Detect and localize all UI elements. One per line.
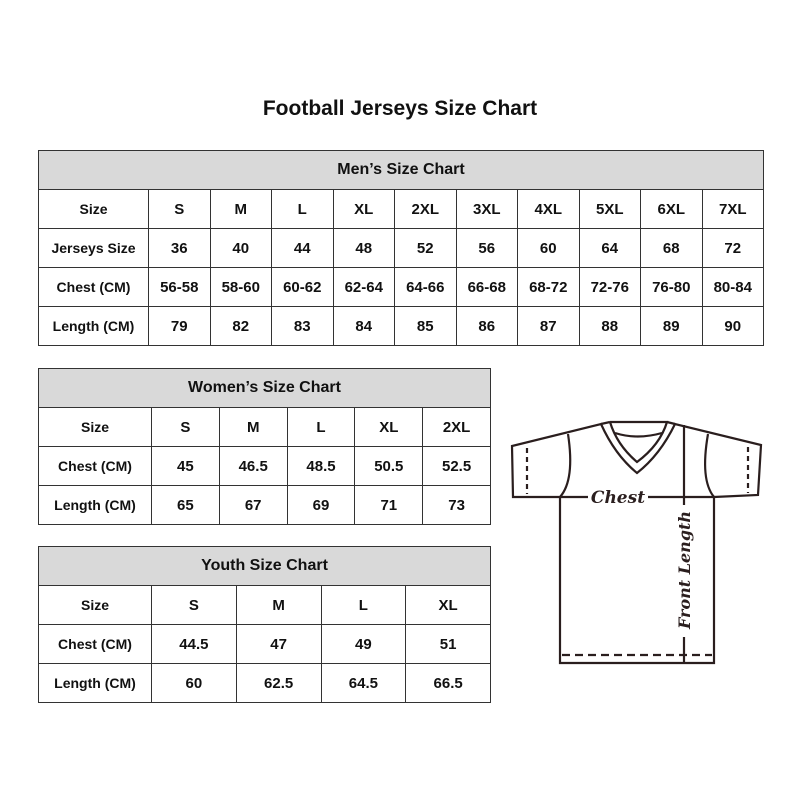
row-label: Size (38, 189, 149, 229)
table-cell: 69 (286, 485, 356, 525)
table-cell: 83 (271, 306, 334, 346)
table-cell: 48 (332, 228, 395, 268)
table-cell: 62-64 (332, 267, 395, 307)
size-header-cell: XL (332, 189, 395, 229)
table-cell: 46.5 (218, 446, 288, 486)
table-cell: 52.5 (422, 446, 491, 486)
row-label: Size (38, 407, 152, 447)
chest-label: Chest (591, 488, 645, 508)
size-header-cell: 2XL (394, 189, 457, 229)
table-cell: 52 (394, 228, 457, 268)
row-label: Chest (CM) (38, 624, 152, 664)
table-cell: 79 (148, 306, 211, 346)
table-cell: 51 (405, 624, 491, 664)
size-header-cell: S (148, 189, 211, 229)
table-cell: 44 (271, 228, 334, 268)
row-label: Length (CM) (38, 485, 152, 525)
table-row: Length (CM) 65 67 69 71 73 (38, 485, 491, 525)
table-cell: 60 (151, 663, 237, 703)
table-cell: 60 (517, 228, 580, 268)
table-cell: 67 (218, 485, 288, 525)
table-cell: 66-68 (455, 267, 518, 307)
table-cell: 72 (701, 228, 764, 268)
table-cell: 60-62 (271, 267, 334, 307)
table-cell: 64-66 (394, 267, 457, 307)
size-header-cell: 5XL (578, 189, 641, 229)
table-cell: 56-58 (148, 267, 211, 307)
size-header-cell: M (209, 189, 272, 229)
table-cell: 76-80 (640, 267, 703, 307)
table-row: Chest (CM) 45 46.5 48.5 50.5 52.5 (38, 446, 491, 486)
men-table-caption: Men’s Size Chart (38, 150, 764, 190)
table-cell: 80-84 (701, 267, 764, 307)
table-cell: 66.5 (405, 663, 491, 703)
table-cell: 48.5 (286, 446, 356, 486)
row-label: Chest (CM) (38, 446, 152, 486)
table-row: Chest (CM) 56-58 58-60 60-62 62-64 64-66 66-68… (38, 267, 764, 307)
table-cell: 72-76 (578, 267, 641, 307)
table-cell: 68-72 (517, 267, 580, 307)
table-row: Size S M L XL (38, 585, 491, 625)
table-cell: 62.5 (235, 663, 322, 703)
youth-size-table: Youth Size Chart Size S M L XL Chest (CM) 44.5 4… (38, 546, 491, 703)
table-cell: 73 (422, 485, 491, 525)
table-cell: 84 (332, 306, 395, 346)
size-header-cell: L (271, 189, 334, 229)
table-cell: 64 (578, 228, 641, 268)
size-header-cell: S (151, 585, 237, 625)
row-label: Chest (CM) (38, 267, 149, 307)
table-row: Jerseys Size 36 40 44 48 52 56 60 64 68 72 (38, 228, 764, 268)
row-label: Length (CM) (38, 663, 152, 703)
table-cell: 71 (354, 485, 424, 525)
page-title: Football Jerseys Size Chart (262, 97, 538, 120)
women-table-caption: Women’s Size Chart (38, 368, 491, 408)
table-cell: 58-60 (209, 267, 272, 307)
size-header-cell: 2XL (422, 407, 491, 447)
row-label: Length (CM) (38, 306, 149, 346)
table-cell: 49 (320, 624, 407, 664)
table-cell: 50.5 (354, 446, 424, 486)
jersey-outline-icon (510, 420, 763, 665)
table-cell: 82 (209, 306, 272, 346)
size-header-cell: XL (354, 407, 424, 447)
table-cell: 65 (151, 485, 220, 525)
table-row: Size S M L XL 2XL (38, 407, 491, 447)
table-cell: 36 (148, 228, 211, 268)
size-header-cell: 3XL (455, 189, 518, 229)
table-row: Size S M L XL 2XL 3XL 4XL 5XL 6XL 7XL (38, 189, 764, 229)
table-cell: 87 (517, 306, 580, 346)
size-header-cell: 6XL (640, 189, 703, 229)
size-header-cell: 4XL (517, 189, 580, 229)
table-row: Length (CM) 60 62.5 64.5 66.5 (38, 663, 491, 703)
table-cell: 68 (640, 228, 703, 268)
table-cell: 85 (394, 306, 457, 346)
womens-size-table: Women’s Size Chart Size S M L XL 2XL Chest (CM)… (38, 368, 491, 525)
front-length-label: Front Length (675, 511, 694, 630)
row-label: Jerseys Size (38, 228, 149, 268)
table-row: Chest (CM) 44.5 47 49 51 (38, 624, 491, 664)
jersey-diagram: Chest Front Length (510, 420, 763, 665)
youth-table-caption: Youth Size Chart (38, 546, 491, 586)
table-cell: 44.5 (151, 624, 237, 664)
table-cell: 86 (455, 306, 518, 346)
table-cell: 56 (455, 228, 518, 268)
mens-size-table: Men’s Size Chart Size S M L XL 2XL 3XL 4XL 5XL 6XL… (38, 150, 764, 346)
size-header-cell: XL (405, 585, 491, 625)
table-cell: 64.5 (320, 663, 407, 703)
row-label: Size (38, 585, 152, 625)
size-header-cell: L (320, 585, 407, 625)
table-row: Length (CM) 79 82 83 84 85 86 87 88 89 90 (38, 306, 764, 346)
table-cell: 89 (640, 306, 703, 346)
size-header-cell: S (151, 407, 220, 447)
size-header-cell: L (286, 407, 356, 447)
table-cell: 40 (209, 228, 272, 268)
table-cell: 88 (578, 306, 641, 346)
size-header-cell: M (235, 585, 322, 625)
table-cell: 45 (151, 446, 220, 486)
size-header-cell: M (218, 407, 288, 447)
table-cell: 90 (701, 306, 764, 346)
table-cell: 47 (235, 624, 322, 664)
size-header-cell: 7XL (701, 189, 764, 229)
